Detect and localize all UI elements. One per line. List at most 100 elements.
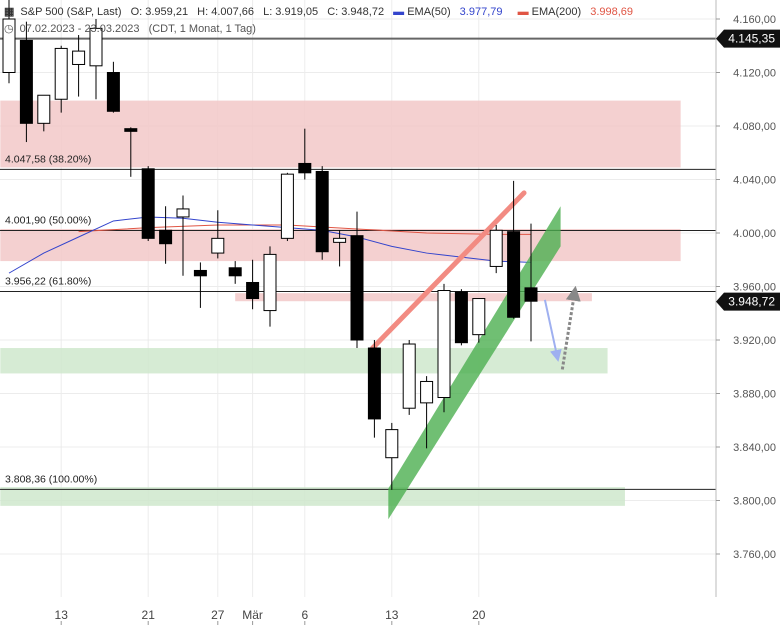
y-tick-label: 3.760,00 [733,549,776,561]
x-tick-label: 27 [211,608,225,622]
candle-body [37,94,51,124]
candle [228,261,242,284]
candle [2,0,16,84]
high-value: H: 4.007,66 [197,6,255,18]
y-tick-label: 4.040,00 [733,175,776,187]
candle-body [176,208,190,218]
y-tick-label: 3.920,00 [733,335,776,347]
candle-body [72,50,86,65]
candle [211,210,225,259]
y-tick-label: 3.840,00 [733,442,776,454]
reference-price-label: 4.145,35 [728,32,775,46]
x-tick-label: 13 [55,608,69,622]
header-row-2: ◷ 07.02.2023 - 23.03.2023 (CDT, 1 Monat, … [4,22,262,35]
candle [333,230,347,267]
candle-body [141,168,155,239]
y-axis: 4.160,00 4.120,00 4.080,00 4.040,00 4.000,00… [715,0,780,597]
candle-body [437,290,451,399]
candle [298,128,312,180]
candle [454,289,468,346]
zones [0,100,681,506]
candle-body [367,347,381,420]
candle [106,61,120,113]
candle [159,206,173,264]
candle [19,21,33,143]
y-tick-label: 4.000,00 [733,228,776,240]
reference-price-badge [716,29,780,48]
date-range: 07.02.2023 - 23.03.2023 [19,23,140,35]
candle [193,262,207,308]
support-zone [0,348,608,374]
ema200-legend: ▬ EMA(200) 3.998,69 [517,6,634,18]
open-value: O: 3.959,21 [130,6,189,18]
candle [367,340,381,438]
fib-level-label: 4.047,58 (38.20%) [5,153,91,165]
candle-body [106,72,120,112]
y-tick-label: 4.160,00 [733,14,776,26]
candle [437,283,451,413]
ema200-label: EMA(200) [531,6,582,18]
candle-body [19,39,33,124]
x-tick-label: Mär [242,608,263,622]
x-tick-label: 20 [472,608,486,622]
fib-level-label: 3.808,36 (100.00%) [5,473,97,485]
symbol: S&P 500 (S&P, Last) [20,6,122,18]
candle [472,298,486,343]
fib-level-label: 4.001,90 (50.00%) [5,214,91,226]
level-lines [0,37,716,490]
x-tick-label: 21 [142,608,156,622]
chart-settings: (CDT, 1 Monat, 1 Tag) [148,23,256,35]
candle [54,45,68,113]
candle-body [350,235,364,341]
candle-body [507,231,521,318]
y-tick-label: 4.080,00 [733,121,776,133]
candle [141,166,155,242]
candle [124,127,138,177]
candle [176,195,190,276]
candle [524,223,538,342]
x-tick-label: 6 [301,608,308,622]
ema200-value: 3.998,69 [590,6,634,18]
candle-body [454,291,468,344]
candle [263,246,277,327]
ema50-label: EMA(50) [407,6,451,18]
candle-body [420,380,434,404]
x-axis: 13 21 27 Mär 6 13 20 [55,608,486,625]
resistance-zone [0,100,681,168]
support-zone [0,487,625,506]
candle [37,94,51,132]
candle-body [333,237,347,243]
last-price-badge [716,292,780,311]
candle-body [124,128,138,132]
candle-body [211,237,225,254]
candle [280,172,294,242]
ema50-line [8,216,532,274]
candle-body [524,287,538,302]
x-tick-label: 13 [385,608,399,622]
candle-body [489,229,503,267]
resistance-zone [235,293,592,302]
candle-body [193,269,207,277]
header-row-1: ▦ S&P 500 (S&P, Last) O: 3.959,21 H: 4.00… [4,5,645,18]
fib-level-label: 3.956,22 (61.80%) [5,276,91,288]
candle-body [228,267,242,277]
y-tick-label: 3.800,00 [733,496,776,508]
candle [89,19,103,100]
fib-labels: 4.047,58 (38.20%) 4.001,90 (50.00%) 3.956,… [5,153,97,485]
candle [350,211,364,349]
projection-down-arrow [543,299,562,362]
candle [72,35,86,97]
candle [402,340,416,415]
close-value: C: 3.948,72 [327,6,385,18]
candle-body [2,18,16,73]
candle-body [298,162,312,174]
candle-body [472,298,486,336]
candle [420,376,434,449]
last-price-label: 3.948,72 [728,295,775,309]
candle-body [54,47,68,100]
y-tick-label: 3.880,00 [733,389,776,401]
ema50-legend: ▬ EMA(50) 3.977,79 [393,6,503,18]
candle [246,259,260,310]
y-tick-label: 4.120,00 [733,68,776,80]
